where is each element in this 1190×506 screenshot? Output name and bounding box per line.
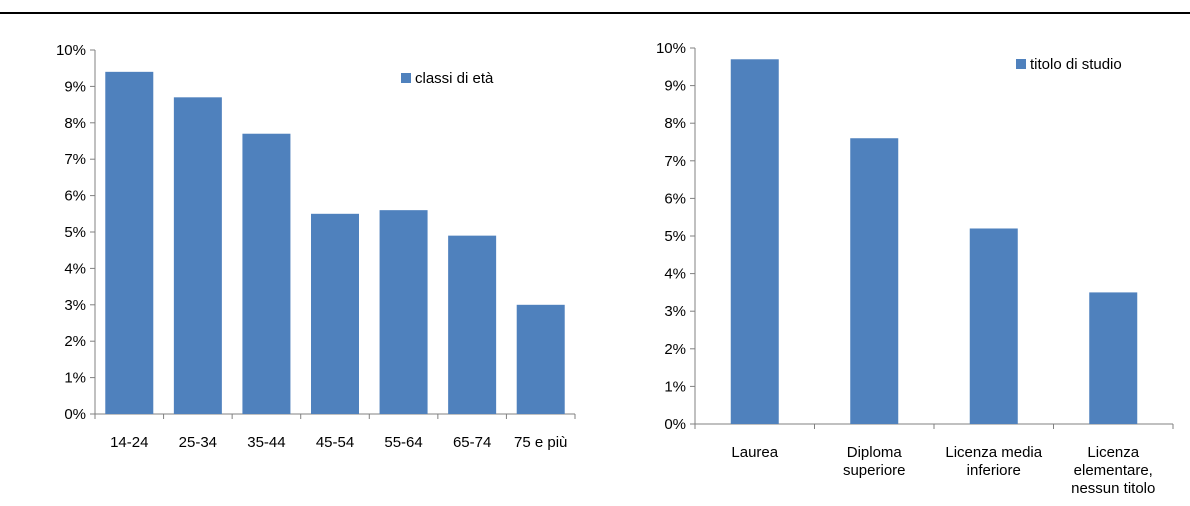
legend-label: titolo di studio	[1030, 56, 1122, 73]
y-tick-label: 1%	[64, 370, 86, 387]
bar	[1089, 292, 1138, 424]
y-tick-label: 3%	[664, 303, 686, 320]
legend-swatch	[1016, 59, 1026, 69]
bar	[969, 228, 1018, 424]
y-tick-label: 1%	[664, 378, 686, 395]
x-tick-label: 25-34	[179, 434, 217, 451]
y-tick-label: 3%	[64, 297, 86, 314]
y-tick-label: 6%	[64, 188, 86, 205]
x-tick-label: Laurea	[731, 444, 778, 461]
y-tick-label: 6%	[664, 190, 686, 207]
bar	[242, 133, 291, 414]
legend-label: classi di età	[415, 70, 494, 87]
y-tick-label: 7%	[664, 153, 686, 170]
y-tick-label: 2%	[64, 333, 86, 350]
chart-education: 0% 1% 2% 3% 4% 5% 6% 7% 8% 9% 10% Laurea Diploma supe…	[656, 40, 1174, 497]
bar	[850, 138, 899, 425]
y-tick-label: 0%	[664, 416, 686, 433]
bar	[730, 59, 779, 424]
bar	[448, 235, 497, 414]
y-tick-label: 9%	[64, 78, 86, 95]
y-tick-label: 10%	[56, 42, 86, 59]
y-tick-label: 8%	[64, 115, 86, 132]
y-tick-label: 7%	[64, 151, 86, 168]
top-rule	[0, 12, 1190, 14]
y-tick-label: 5%	[664, 228, 686, 245]
y-tick-label: 2%	[664, 341, 686, 358]
bar	[516, 304, 565, 414]
bar	[311, 213, 359, 414]
chart-age-groups: 0% 1% 2% 3% 4% 5% 6% 7% 8% 9% 10% 14-24 25-34 35-44 45…	[56, 42, 576, 451]
x-tick-label: Licenza elementare, nessun titolo	[1071, 444, 1155, 497]
y-tick-label: 4%	[664, 266, 686, 283]
x-tick-label: Licenza media inferiore	[945, 444, 1042, 479]
y-tick-label: 0%	[64, 406, 86, 423]
x-tick-label: 45-54	[316, 434, 354, 451]
y-tick-label: 10%	[656, 40, 686, 57]
x-tick-label: 35-44	[247, 434, 285, 451]
y-tick-label: 5%	[64, 224, 86, 241]
x-tick-label: Diploma superiore	[843, 444, 906, 479]
y-tick-label: 8%	[664, 115, 686, 132]
x-tick-label: 55-64	[384, 434, 422, 451]
y-tick-label: 4%	[64, 260, 86, 277]
x-tick-label: 75 e più	[514, 434, 567, 451]
bar	[105, 71, 154, 414]
bar	[173, 97, 222, 414]
y-tick-label: 9%	[664, 78, 686, 95]
legend-swatch	[401, 73, 411, 83]
bar	[379, 210, 428, 414]
x-tick-label: 14-24	[110, 434, 148, 451]
x-tick-label: 65-74	[453, 434, 491, 451]
